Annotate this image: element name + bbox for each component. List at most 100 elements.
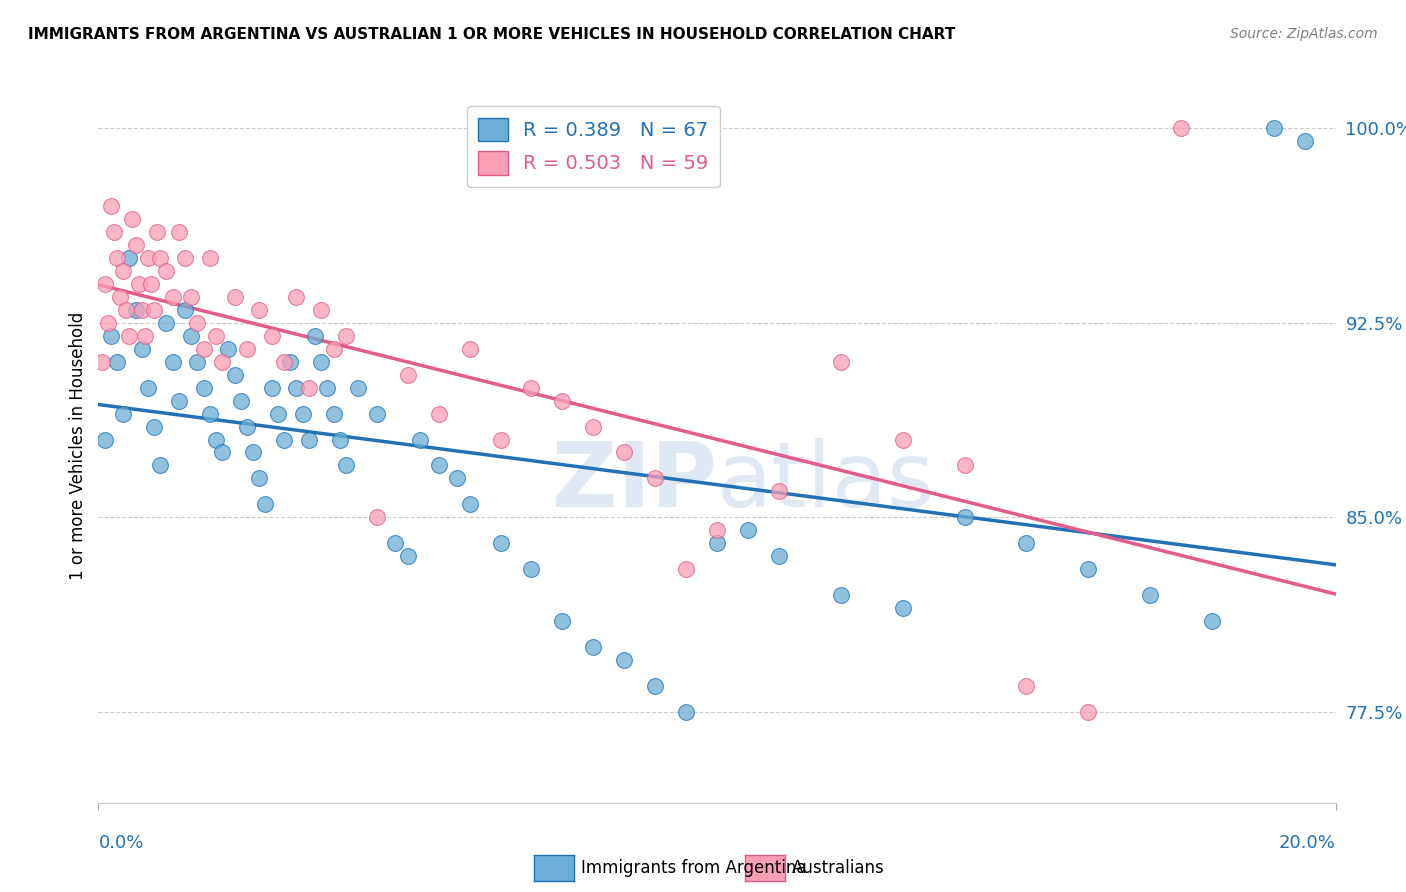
Point — [139, 277, 162, 291]
Point — [108, 290, 131, 304]
Point — [162, 354, 184, 368]
Point — [155, 316, 177, 330]
Point — [458, 342, 481, 356]
Text: Australians: Australians — [792, 859, 884, 877]
Point — [551, 393, 574, 408]
Point — [644, 679, 666, 693]
Point — [273, 354, 295, 368]
Point — [260, 328, 283, 343]
Point — [247, 471, 270, 485]
Point — [891, 601, 914, 615]
Text: IMMIGRANTS FROM ARGENTINA VS AUSTRALIAN 1 OR MORE VEHICLES IN HOUSEHOLD CORRELAT: IMMIGRANTS FROM ARGENTINA VS AUSTRALIAN … — [28, 27, 955, 42]
Point — [131, 342, 153, 356]
Point — [427, 407, 450, 421]
Point — [180, 328, 202, 343]
Point — [520, 562, 543, 576]
Point — [1294, 134, 1316, 148]
Point — [93, 277, 115, 291]
Point — [520, 381, 543, 395]
Point — [186, 354, 208, 368]
Point — [247, 302, 270, 317]
Point — [224, 368, 246, 382]
Point — [304, 328, 326, 343]
Point — [149, 458, 172, 473]
Point — [891, 433, 914, 447]
Point — [1077, 562, 1099, 576]
Point — [489, 536, 512, 550]
Point — [136, 251, 159, 265]
Point — [489, 433, 512, 447]
Text: ZIP: ZIP — [553, 438, 717, 525]
Point — [112, 264, 135, 278]
Point — [174, 302, 197, 317]
Point — [174, 251, 197, 265]
Legend: R = 0.389   N = 67, R = 0.503   N = 59: R = 0.389 N = 67, R = 0.503 N = 59 — [467, 106, 720, 186]
Point — [143, 419, 166, 434]
Text: Source: ZipAtlas.com: Source: ZipAtlas.com — [1230, 27, 1378, 41]
Point — [347, 381, 370, 395]
Point — [366, 407, 388, 421]
Point — [384, 536, 406, 550]
Point — [322, 407, 344, 421]
Point — [273, 433, 295, 447]
Point — [298, 381, 321, 395]
Point — [149, 251, 172, 265]
Point — [198, 251, 221, 265]
Point — [217, 342, 239, 356]
Point — [121, 211, 143, 226]
Point — [830, 354, 852, 368]
Point — [1139, 588, 1161, 602]
Text: 20.0%: 20.0% — [1279, 834, 1336, 852]
Point — [236, 419, 259, 434]
Point — [396, 549, 419, 564]
Point — [322, 342, 344, 356]
Point — [118, 328, 141, 343]
Point — [285, 290, 308, 304]
Point — [458, 497, 481, 511]
Point — [953, 458, 976, 473]
Point — [335, 458, 357, 473]
Point — [396, 368, 419, 382]
Point — [1015, 679, 1038, 693]
Point — [267, 407, 290, 421]
Point — [198, 407, 221, 421]
Point — [97, 316, 120, 330]
Point — [675, 705, 697, 719]
Point — [134, 328, 156, 343]
Point — [278, 354, 301, 368]
Point — [582, 640, 605, 654]
Point — [409, 433, 432, 447]
Point — [131, 302, 153, 317]
Point — [193, 381, 215, 395]
Point — [118, 251, 141, 265]
Point — [211, 445, 233, 459]
Point — [229, 393, 252, 408]
Point — [128, 277, 150, 291]
Point — [155, 264, 177, 278]
Point — [242, 445, 264, 459]
Point — [1170, 121, 1192, 136]
Point — [582, 419, 605, 434]
Point — [335, 328, 357, 343]
Point — [291, 407, 314, 421]
Point — [309, 354, 332, 368]
Point — [167, 393, 190, 408]
Point — [100, 328, 122, 343]
Text: atlas: atlas — [717, 438, 935, 525]
Point — [105, 354, 128, 368]
Point — [768, 484, 790, 499]
Point — [613, 653, 636, 667]
Point — [298, 433, 321, 447]
Point — [105, 251, 128, 265]
Point — [254, 497, 277, 511]
Point — [737, 524, 759, 538]
Point — [167, 225, 190, 239]
Text: 0.0%: 0.0% — [98, 834, 143, 852]
Point — [186, 316, 208, 330]
Point — [316, 381, 339, 395]
Point — [768, 549, 790, 564]
Point — [205, 433, 228, 447]
Point — [446, 471, 468, 485]
Point — [260, 381, 283, 395]
Point — [100, 199, 122, 213]
